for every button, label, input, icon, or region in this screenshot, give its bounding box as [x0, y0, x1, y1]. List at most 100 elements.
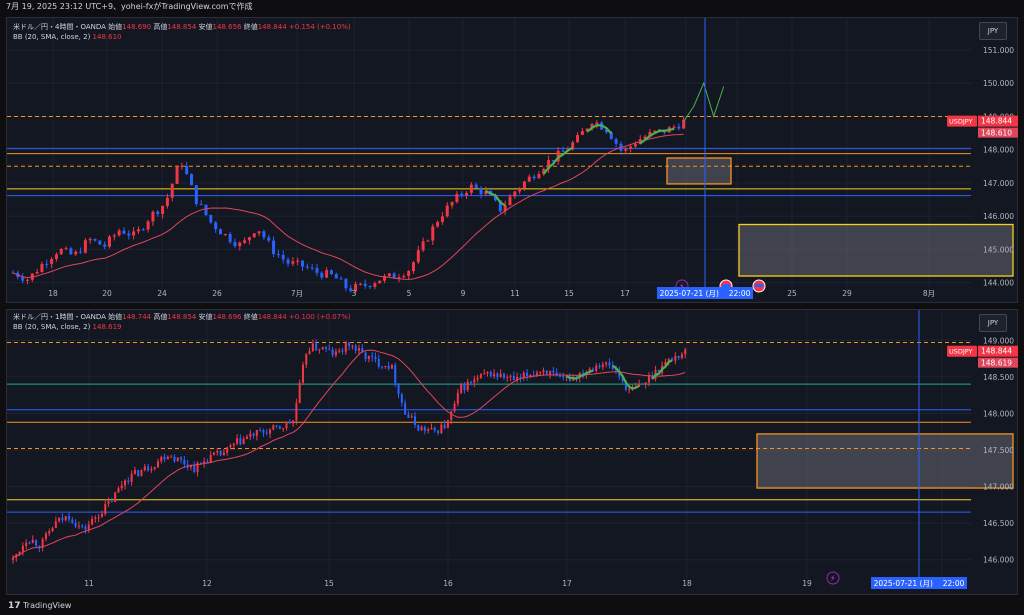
- candle-body: [476, 377, 479, 380]
- candle-body: [351, 345, 354, 347]
- candle-body: [58, 517, 61, 522]
- candle-body: [180, 457, 183, 460]
- candle-body: [40, 263, 44, 273]
- candle-body: [549, 370, 552, 375]
- candle-body: [282, 428, 285, 430]
- candle-body: [278, 426, 281, 429]
- candle-body: [301, 260, 304, 267]
- candle-body: [308, 351, 311, 355]
- candle-body: [286, 259, 290, 264]
- time-tick-label: 15: [324, 579, 334, 588]
- candle-body: [657, 369, 660, 373]
- candle-body: [582, 372, 585, 375]
- candle-body: [506, 376, 509, 378]
- currency-button[interactable]: JPY: [979, 314, 1007, 332]
- candle-body: [532, 374, 535, 376]
- candle-body: [374, 357, 377, 360]
- candlestick-chart-4h[interactable]: 144.000145.000146.000147.000148.000149.0…: [7, 18, 1019, 304]
- candle-body: [604, 129, 608, 133]
- candle-body: [228, 234, 232, 243]
- candle-body: [455, 193, 459, 203]
- candle-body: [433, 427, 436, 431]
- candle-body: [417, 424, 420, 431]
- candle-body: [77, 525, 80, 527]
- currency-button[interactable]: JPY: [979, 22, 1007, 40]
- candle-body: [21, 545, 24, 552]
- candle-body: [473, 379, 476, 383]
- time-tick-label: 17: [562, 579, 572, 588]
- candle-body: [321, 347, 324, 350]
- candle-body: [247, 237, 251, 241]
- candle-body: [38, 545, 41, 548]
- candle-body: [621, 376, 624, 382]
- legend-low-label: 安値: [198, 23, 213, 31]
- time-tick-label: 5: [407, 289, 412, 298]
- candle-body: [262, 430, 265, 433]
- candle-body: [498, 200, 502, 212]
- price-tick-label: 147.500: [983, 446, 1014, 455]
- candle-body: [648, 131, 652, 137]
- candle-body: [44, 533, 47, 540]
- candle-body: [74, 522, 77, 527]
- symbol-tag: USDJPY: [949, 348, 973, 356]
- candle-body: [170, 456, 173, 458]
- candle-body: [74, 251, 78, 255]
- candlestick-chart-1h[interactable]: 146.000 146.500 147.000 147.500 148.000 148.5…: [7, 310, 1019, 596]
- chart-panel-4h[interactable]: 144.000145.000146.000147.000148.000149.0…: [6, 17, 1018, 303]
- bb-value-tag-bg: [978, 127, 1018, 138]
- candle-body: [223, 234, 227, 236]
- candle-body: [624, 148, 628, 151]
- chart-panel-1h[interactable]: 146.000 146.500 147.000 147.500 148.000 148.5…: [6, 309, 1018, 595]
- candle-body: [539, 372, 542, 374]
- time-tick-label: 18: [48, 289, 58, 298]
- candle-body: [166, 456, 169, 460]
- candle-body: [305, 266, 309, 268]
- candle-body: [460, 384, 463, 393]
- time-tick-label: 12: [202, 579, 212, 588]
- candle-body: [170, 183, 174, 198]
- legend-indicator[interactable]: BB (20, SMA, close, 2): [13, 323, 91, 331]
- legend-indicator[interactable]: BB (20, SMA, close, 2): [13, 33, 91, 41]
- flag-icon: [722, 284, 730, 287]
- candle-body: [576, 134, 580, 143]
- candle-body: [532, 176, 536, 179]
- candle-body: [344, 278, 348, 289]
- legend-line-1: 米ドル／円・4時間・OANDA 始値148.690 高値148.854 安値14…: [13, 22, 351, 32]
- candle-body: [377, 359, 380, 367]
- lightning-icon: ⚡: [830, 574, 836, 583]
- last-price-tag-bg: [978, 115, 1018, 127]
- candle-body: [79, 251, 83, 253]
- candle-body: [450, 411, 453, 421]
- candle-body: [677, 355, 680, 358]
- candle-body: [387, 365, 390, 369]
- candle-body: [276, 254, 280, 256]
- candle-body: [156, 461, 160, 468]
- candle-body: [45, 263, 49, 265]
- time-tick-label: 11: [510, 289, 520, 298]
- candle-body: [624, 381, 627, 390]
- candle-body: [644, 382, 647, 385]
- candle-body: [183, 459, 186, 465]
- time-tick-label: 3: [352, 289, 357, 298]
- candle-body: [357, 348, 361, 351]
- legend-high: 148.854: [167, 23, 197, 31]
- candle-body: [629, 146, 633, 149]
- price-tick-label: 147.000: [983, 179, 1014, 188]
- candle-body: [420, 427, 423, 431]
- candle-body: [257, 231, 261, 234]
- candle-body: [493, 373, 496, 377]
- candle-body: [267, 237, 271, 241]
- candle-body: [368, 286, 372, 288]
- candle-body: [674, 355, 677, 361]
- candle-body: [361, 348, 364, 353]
- candle-body: [161, 205, 165, 214]
- candle-body: [83, 240, 87, 253]
- candle-body: [542, 169, 546, 175]
- candle-body: [204, 204, 208, 216]
- candle-body: [334, 351, 337, 356]
- candle-body: [301, 364, 304, 383]
- candle-body: [605, 362, 608, 365]
- tradingview-logo-mark: 17: [8, 601, 21, 611]
- candle-body: [315, 343, 318, 351]
- candle-body: [25, 279, 29, 281]
